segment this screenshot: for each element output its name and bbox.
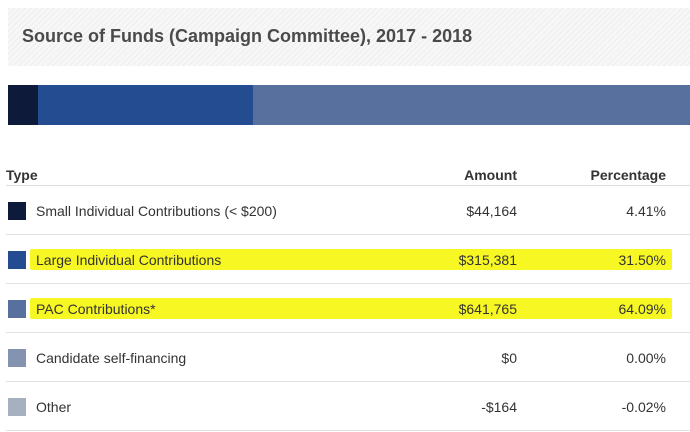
highlight-marker bbox=[30, 249, 672, 270]
bar-segment-0 bbox=[8, 85, 39, 125]
bar-segment-1 bbox=[38, 85, 253, 125]
chart-title-box: Source of Funds (Campaign Committee), 20… bbox=[8, 8, 690, 66]
bar-segment-2 bbox=[252, 85, 690, 125]
row-amount: $641,765 bbox=[458, 301, 517, 317]
row-type-label: Other bbox=[36, 399, 72, 415]
row-percentage: -0.02% bbox=[621, 399, 666, 415]
chart-title: Source of Funds (Campaign Committee), 20… bbox=[22, 26, 473, 46]
stacked-bar bbox=[8, 85, 690, 125]
table-row: Candidate self-financing $0 0.00% bbox=[6, 333, 690, 382]
column-header-type: Type bbox=[6, 167, 38, 183]
table-row: Large Individual Contributions $315,381 31… bbox=[6, 235, 690, 284]
row-percentage: 0.00% bbox=[626, 350, 666, 366]
table-body: Small Individual Contributions (< $200) $… bbox=[6, 186, 690, 431]
row-type-label: Small Individual Contributions (< $200) bbox=[36, 203, 277, 219]
color-swatch bbox=[8, 202, 26, 220]
table-header: Type Amount Percentage bbox=[6, 160, 690, 186]
table-row: PAC Contributions* $641,765 64.09% bbox=[6, 284, 690, 333]
table-row: Small Individual Contributions (< $200) $… bbox=[6, 186, 690, 235]
row-percentage: 64.09% bbox=[618, 301, 666, 317]
color-swatch bbox=[8, 251, 26, 269]
row-percentage: 31.50% bbox=[618, 252, 666, 268]
row-type-label: PAC Contributions* bbox=[36, 301, 156, 317]
highlight-marker bbox=[30, 298, 672, 319]
column-header-amount: Amount bbox=[464, 167, 517, 183]
row-percentage: 4.41% bbox=[626, 203, 666, 219]
color-swatch bbox=[8, 398, 26, 416]
column-header-percentage: Percentage bbox=[590, 167, 666, 183]
row-amount: -$164 bbox=[481, 399, 517, 415]
color-swatch bbox=[8, 300, 26, 318]
row-amount: $315,381 bbox=[458, 252, 517, 268]
row-amount: $44,164 bbox=[466, 203, 517, 219]
row-type-label: Large Individual Contributions bbox=[36, 252, 222, 268]
color-swatch bbox=[8, 349, 26, 367]
funds-table: Type Amount Percentage Small Individual … bbox=[6, 160, 690, 431]
row-type-label: Candidate self-financing bbox=[36, 350, 187, 366]
table-row: Other -$164 -0.02% bbox=[6, 382, 690, 431]
row-amount: $0 bbox=[501, 350, 517, 366]
